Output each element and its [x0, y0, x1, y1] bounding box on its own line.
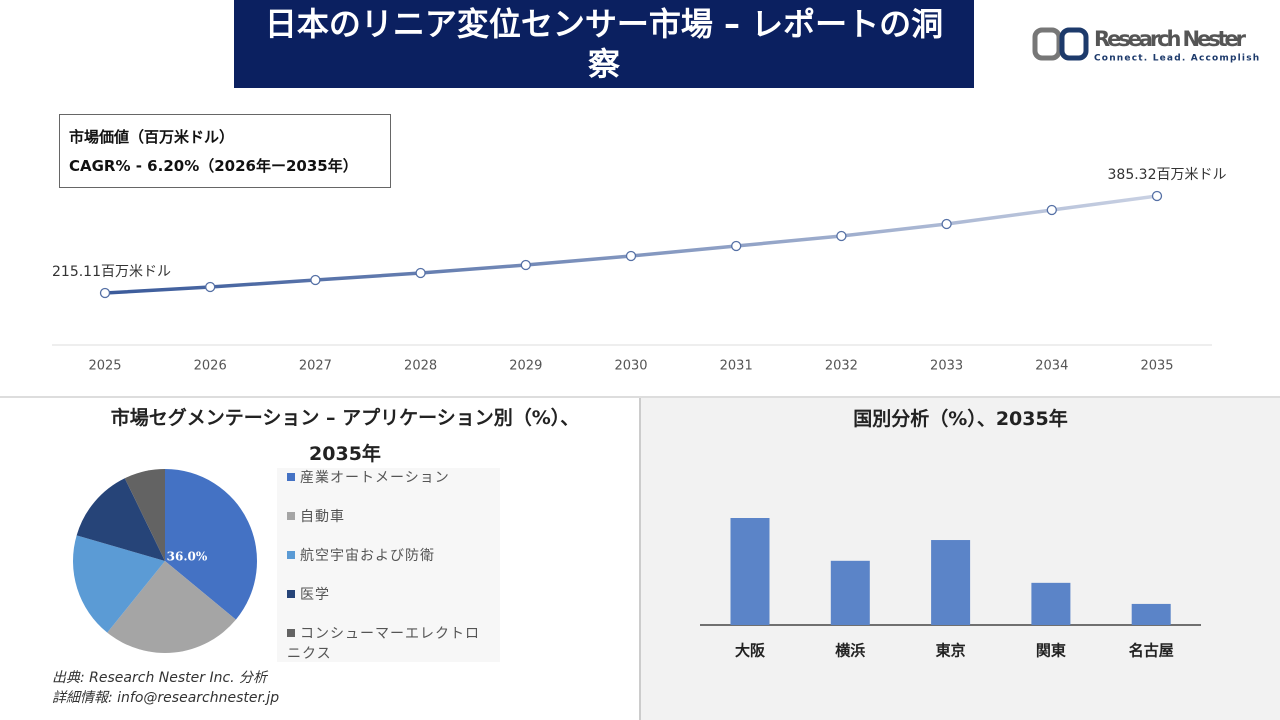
panel: 国別分析（%）、2035年 大阪 横浜 東京 関東 名古屋 [641, 398, 1280, 720]
x-tick-label: 横浜 [835, 642, 865, 660]
x-tick-label: 大阪 [735, 642, 766, 660]
pie-chart: 36.0% [73, 469, 257, 653]
bar [1131, 603, 1171, 625]
divider [639, 398, 641, 720]
point [520, 259, 531, 271]
logo-name: Research Nester [1094, 27, 1247, 51]
pie-title: 市場セグメンテーション – アプリケーション別（%）、2035年 [40, 400, 600, 472]
chart-title: 市場セグメンテーション – アプリケーション別（%）、2035年 [110, 407, 580, 465]
logo-icon [1032, 27, 1062, 61]
point [205, 281, 216, 293]
legend: 産業オートメーション 自動車航空宇宙および防衛 医学コンシューマーエレクトロニクス [277, 468, 500, 662]
footer: 出典: Research Nester Inc. 分析 詳細情報: info@r… [52, 668, 279, 708]
x-tick-label: 2029 [509, 359, 542, 374]
pie-slice [76, 478, 165, 561]
legend-swatch [287, 512, 295, 520]
logo-tagline: Connect. Lead. Accomplish [1094, 54, 1260, 64]
legend-item: 医学 [287, 585, 492, 605]
x-tick-label: 2027 [299, 359, 332, 374]
legend-label: 航空宇宙および防衛 [300, 548, 435, 564]
bar-chart: 大阪 横浜 東京 関東 名古屋 [700, 518, 1201, 660]
page-title: 日本のリニア変位センサー市場 – レポートの洞察 [234, 0, 974, 88]
chart-title: 国別分析（%）、2035年 [853, 408, 1068, 430]
x-tick-label: 2032 [825, 359, 858, 374]
point [836, 230, 847, 242]
x-tick-label: 東京 [936, 642, 966, 660]
x-tick-label: 2028 [404, 359, 437, 374]
legend-swatch [287, 551, 295, 559]
legend-swatch [287, 629, 295, 637]
x-tick-label: 名古屋 [1129, 642, 1174, 660]
x-tick-label: 2026 [194, 359, 227, 374]
legend-label: 医学 [300, 587, 330, 603]
pie-slice [165, 469, 257, 620]
bar [1031, 582, 1071, 625]
legend-item: 航空宇宙および防衛 [287, 546, 492, 566]
x-tick-label: 2031 [720, 359, 753, 374]
pie-slice [73, 535, 165, 633]
x-tick-label: 2034 [1035, 359, 1068, 374]
data-label: 215.11百万米ドル [52, 264, 171, 280]
legend-label: 産業オートメーション [300, 470, 450, 486]
legend-swatch [287, 590, 295, 598]
info: 詳細情報: info@researchnester.jp [52, 690, 280, 706]
x-tick-label: 関東 [1036, 642, 1066, 660]
point [941, 218, 952, 230]
point [99, 287, 111, 299]
logo: Research Nester Connect. Lead. Accomplis… [1032, 27, 1260, 64]
point [731, 240, 742, 252]
legend-label: 自動車 [300, 509, 345, 525]
source: 出典: Research Nester Inc. 分析 [52, 670, 268, 686]
annotation-box: 市場価値（百万米ドル） CAGR% - 6.20%（2026年ー2035年） [59, 114, 391, 188]
legend-item: 産業オートメーション [287, 468, 492, 488]
bar [730, 518, 770, 625]
annotation: 市場価値（百万米ドル） [69, 128, 235, 146]
bar [830, 560, 870, 625]
legend-item: コンシューマーエレクトロニクス [287, 624, 492, 662]
annotation: CAGR% - 6.20%（2026年ー2035年） [69, 157, 358, 175]
point [625, 250, 637, 262]
x-tick-label: 2035 [1140, 359, 1173, 374]
point [415, 267, 426, 279]
pie-slice [107, 561, 236, 653]
legend-label: コンシューマーエレクトロニクス [287, 626, 480, 662]
x-tick-label: 2030 [614, 359, 647, 374]
data-label: 36.0% [167, 550, 208, 564]
bar [931, 540, 971, 625]
legend-item: 自動車 [287, 507, 492, 527]
point [310, 274, 321, 286]
logo-icon [1059, 27, 1089, 61]
point [1046, 204, 1057, 216]
x-tick-label: 2025 [88, 359, 121, 374]
divider [0, 396, 1280, 398]
pie-slice [124, 469, 165, 561]
line-chart: 2025 215.11百万米ドル 2026 2027 2028 2029 2030 2031 2… [52, 167, 1227, 374]
point [1151, 190, 1163, 202]
legend-swatch [287, 473, 295, 481]
data-label: 385.32百万米ドル [1108, 167, 1227, 183]
series-line [104, 194, 1158, 295]
x-tick-label: 2033 [930, 359, 963, 374]
